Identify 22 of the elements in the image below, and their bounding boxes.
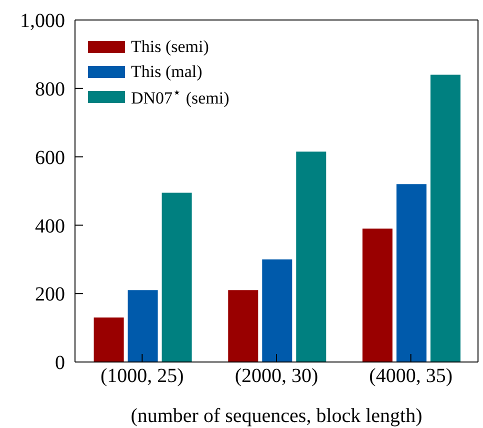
x-tick-label: (1000, 25) (100, 365, 184, 388)
legend-label: This (mal) (131, 62, 202, 82)
bar (262, 259, 292, 362)
bar (162, 192, 192, 362)
bar (128, 290, 158, 362)
bar (362, 228, 392, 362)
y-tick-label: 400 (35, 215, 65, 238)
y-tick-label: 200 (35, 284, 65, 306)
x-tick-label: (4000, 35) (369, 365, 452, 388)
y-tick-label: 1,000 (20, 10, 65, 32)
x-axis-title: (number of sequences, block length) (130, 405, 422, 427)
x-tick-label: (2000, 30) (234, 365, 318, 388)
legend-label: DN07$^{⋆}$ (semi) (131, 84, 230, 109)
y-tick-label: 600 (35, 146, 65, 169)
bar (228, 290, 258, 362)
y-tick-label: 0 (55, 352, 65, 374)
bar (430, 74, 460, 362)
legend-label: This (semi) (131, 36, 209, 56)
y-tick-label: 800 (35, 78, 65, 100)
bar (94, 318, 124, 362)
bar (296, 152, 326, 362)
bar (396, 184, 426, 362)
